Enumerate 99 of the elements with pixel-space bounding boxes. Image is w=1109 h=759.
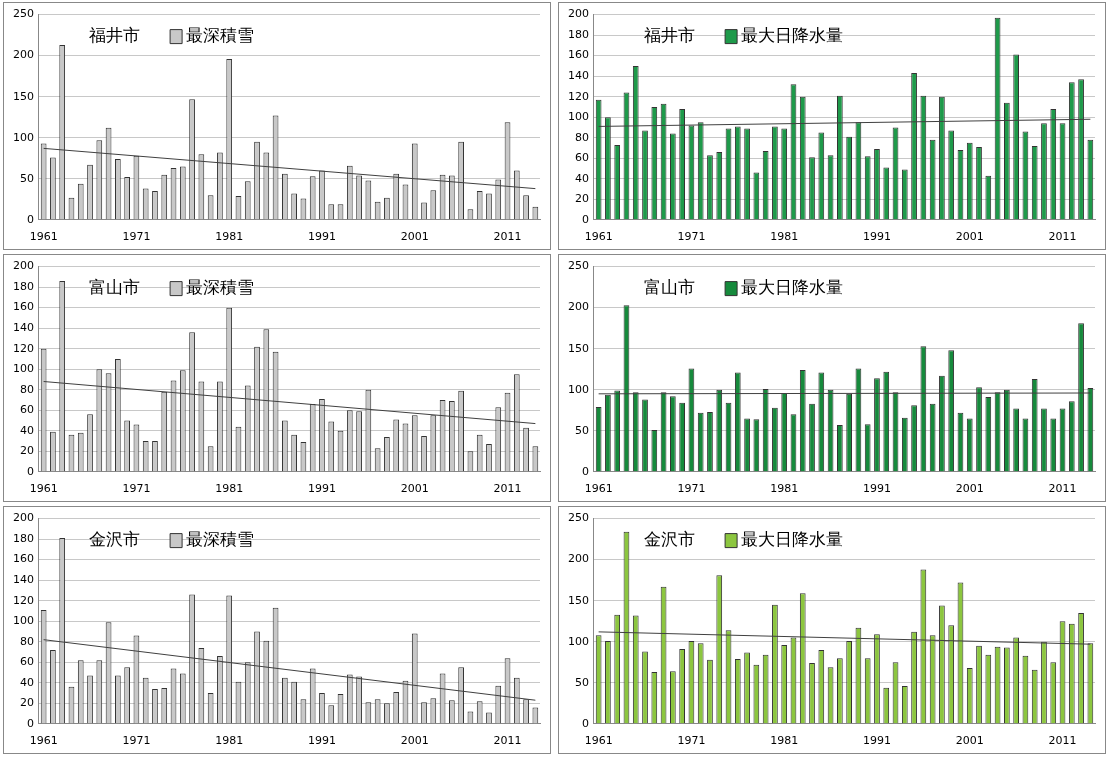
- x-tick-label: 2001: [955, 230, 984, 244]
- x-tick-label: 2001: [400, 482, 429, 496]
- x-tick-label: 1971: [122, 482, 151, 496]
- x-tick-label: 1981: [215, 734, 244, 748]
- x-tick-label: 1961: [584, 230, 613, 244]
- y-tick-label: 60: [575, 151, 589, 165]
- y-tick-label: 0: [27, 464, 34, 478]
- y-tick-label: 100: [13, 614, 34, 628]
- y-tick-label: 100: [568, 634, 589, 648]
- x-tick-label: 1991: [307, 482, 336, 496]
- y-tick-label: 140: [13, 321, 34, 335]
- x-tick-label: 1981: [770, 482, 799, 496]
- x-tick-label: 1971: [677, 734, 706, 748]
- y-tick-label: 160: [13, 300, 34, 314]
- y-tick-label: 200: [13, 259, 34, 273]
- text: 金沢市: [644, 529, 696, 550]
- y-tick-label: 0: [582, 716, 589, 730]
- y-tick-label: 50: [575, 675, 589, 689]
- y-tick-label: 150: [13, 89, 34, 103]
- y-tick-label: 0: [582, 464, 589, 478]
- legend-label: 最深積雪: [186, 25, 255, 46]
- x-tick-label: 2011: [1048, 482, 1077, 496]
- x-tick-label: 1991: [307, 734, 336, 748]
- x-tick-label: 2011: [1048, 734, 1077, 748]
- y-tick-label: 200: [13, 511, 34, 525]
- x-tick-label: 1981: [770, 230, 799, 244]
- x-tick-label: 2001: [400, 230, 429, 244]
- x-tick-label: 1981: [215, 230, 244, 244]
- y-tick-label: 180: [568, 27, 589, 41]
- legend-label: 最深積雪: [186, 529, 255, 550]
- y-tick-label: 140: [13, 573, 34, 587]
- x-tick-label: 2001: [400, 734, 429, 748]
- x-tick-label: 1981: [770, 734, 799, 748]
- x-tick-label: 1981: [215, 482, 244, 496]
- y-tick-label: 100: [568, 110, 589, 124]
- y-tick-label: 100: [568, 382, 589, 396]
- y-tick-label: 200: [568, 552, 589, 566]
- legend-label: 最深積雪: [186, 277, 255, 298]
- x-tick-label: 2011: [493, 734, 522, 748]
- text: 金沢市: [89, 529, 141, 550]
- y-tick-label: 120: [13, 341, 34, 355]
- x-tick-label: 1991: [862, 482, 891, 496]
- x-tick-label: 2001: [955, 482, 984, 496]
- y-tick-label: 200: [568, 300, 589, 314]
- y-tick-label: 0: [582, 212, 589, 226]
- x-tick-label: 2011: [1048, 230, 1077, 244]
- legend-label: 最大日降水量: [741, 25, 844, 46]
- x-tick-label: 1991: [307, 230, 336, 244]
- y-tick-label: 250: [568, 511, 589, 525]
- y-tick-label: 60: [20, 655, 34, 669]
- y-tick-label: 200: [568, 7, 589, 21]
- x-tick-label: 2011: [493, 482, 522, 496]
- y-tick-label: 180: [13, 531, 34, 545]
- y-tick-label: 180: [13, 279, 34, 293]
- y-tick-label: 80: [20, 634, 34, 648]
- y-tick-label: 20: [20, 444, 34, 458]
- y-tick-label: 80: [575, 130, 589, 144]
- x-tick-label: 1961: [29, 230, 58, 244]
- text: 福井市: [89, 25, 141, 46]
- y-tick-label: 150: [568, 593, 589, 607]
- y-tick-label: 40: [575, 171, 589, 185]
- x-tick-label: 1961: [29, 482, 58, 496]
- x-tick-label: 2001: [955, 734, 984, 748]
- text: 富山市: [644, 277, 696, 298]
- y-tick-label: 20: [575, 192, 589, 206]
- y-tick-label: 120: [568, 89, 589, 103]
- x-tick-label: 1961: [584, 482, 613, 496]
- y-tick-label: 80: [20, 382, 34, 396]
- legend-label: 最大日降水量: [741, 529, 844, 550]
- y-tick-label: 50: [20, 171, 34, 185]
- x-tick-label: 1991: [862, 230, 891, 244]
- y-tick-label: 100: [13, 362, 34, 376]
- y-tick-label: 150: [568, 341, 589, 355]
- x-tick-label: 1971: [122, 230, 151, 244]
- y-tick-label: 0: [27, 716, 34, 730]
- legend-label: 最大日降水量: [741, 277, 844, 298]
- x-tick-label: 1961: [29, 734, 58, 748]
- y-tick-label: 50: [575, 423, 589, 437]
- x-tick-label: 1991: [862, 734, 891, 748]
- y-tick-label: 40: [20, 675, 34, 689]
- y-tick-label: 200: [13, 48, 34, 62]
- y-tick-label: 140: [568, 69, 589, 83]
- y-tick-label: 60: [20, 403, 34, 417]
- x-tick-label: 1961: [584, 734, 613, 748]
- y-tick-label: 250: [13, 7, 34, 21]
- y-tick-label: 20: [20, 696, 34, 710]
- text: 富山市: [89, 277, 141, 298]
- y-tick-label: 40: [20, 423, 34, 437]
- y-tick-label: 250: [568, 259, 589, 273]
- y-tick-label: 0: [27, 212, 34, 226]
- x-tick-label: 1971: [677, 230, 706, 244]
- y-tick-label: 120: [13, 593, 34, 607]
- y-tick-label: 100: [13, 130, 34, 144]
- x-tick-label: 2011: [493, 230, 522, 244]
- text: 福井市: [644, 25, 696, 46]
- y-tick-label: 160: [568, 48, 589, 62]
- x-tick-label: 1971: [122, 734, 151, 748]
- y-tick-label: 160: [13, 552, 34, 566]
- x-tick-label: 1971: [677, 482, 706, 496]
